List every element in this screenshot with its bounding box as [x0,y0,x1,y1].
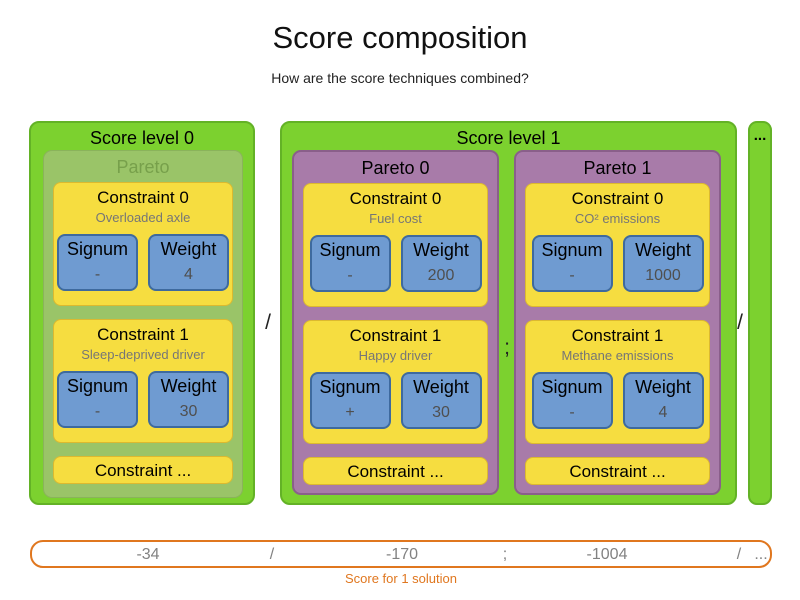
more-levels-box: ... [748,121,772,505]
signum-value: - [94,403,101,420]
score-level-0: Score level 0 Pareto Constraint 0 Overlo… [29,121,255,505]
constraint-title: Constraint 0 [97,188,189,207]
page-title: Score composition [272,20,528,55]
pareto-separator: ; [504,336,510,359]
chip-row: Signum - Weight 4 [54,234,232,291]
weight-value: 1000 [645,267,681,284]
chip-row: Signum - Weight 1000 [526,235,709,292]
constraint-card: Constraint 0 Overloaded axle Signum - We… [53,182,233,306]
weight-value: 4 [658,404,668,421]
weight-label: Weight [160,376,217,396]
signum-value: - [569,267,575,284]
weight-box: Weight 4 [622,372,704,429]
constraint-list: Constraint 0 Fuel cost Signum - Weight 2… [294,183,497,485]
signum-value: - [94,266,101,283]
weight-box: Weight 30 [400,372,482,429]
score-level-1-title: Score level 1 [456,128,561,148]
signum-box: Signum - [309,235,391,292]
pareto-0-title: Pareto 0 [361,158,430,178]
constraint-card: Constraint 1 Happy driver Signum + Weigh… [303,320,488,444]
level-separator: / [265,311,271,334]
weight-box: Weight 200 [400,235,482,292]
level-separator: / [737,311,743,334]
constraint-card: Constraint 0 Fuel cost Signum - Weight 2… [303,183,488,307]
constraint-title: Constraint 1 [349,326,442,345]
score-ellipsis: ... [754,546,768,563]
weight-label: Weight [413,240,469,260]
score-separator: / [736,546,742,563]
chip-row: Signum - Weight 200 [304,235,487,292]
chip-row: Signum - Weight 4 [526,372,709,429]
ellipsis-label: ... [753,127,767,144]
constraint-card: Constraint 0 CO² emissions Signum - Weig… [525,183,710,307]
constraint-name: Fuel cost [369,211,422,226]
chip-row: Signum + Weight 30 [304,372,487,429]
chip-row: Signum - Weight 30 [54,371,232,428]
constraint-title: Constraint 0 [571,189,664,208]
weight-value: 30 [432,404,450,421]
score-bar-caption: Score for 1 solution [344,571,457,586]
score-bar: -34 / -170 ; -1004 / ... [30,540,772,568]
pareto-faded-title: Pareto [116,157,170,177]
constraint-name: Sleep-deprived driver [81,347,205,362]
signum-label: Signum [319,240,381,260]
constraint-more: Constraint ... [53,456,233,484]
weight-value: 200 [427,267,455,284]
signum-label: Signum [66,239,129,259]
constraint-title: Constraint 0 [349,189,442,208]
signum-value: + [345,404,355,421]
weight-label: Weight [635,240,691,260]
constraint-card: Constraint 1 Methane emissions Signum - … [525,320,710,444]
signum-box: Signum + [309,372,391,429]
score-value-level0: -34 [136,546,160,563]
signum-label: Signum [319,377,381,397]
score-separator: ; [502,546,508,563]
constraint-title: Constraint 1 [97,325,189,344]
constraint-name: Methane emissions [561,348,674,363]
score-separator: / [269,546,275,563]
weight-box: Weight 4 [148,234,229,291]
signum-box: Signum - [531,372,613,429]
constraint-more: Constraint ... [303,457,488,485]
signum-value: - [569,404,575,421]
score-value-pareto0: -170 [385,546,419,563]
constraint-name: Happy driver [358,348,433,363]
page-subtitle: How are the score techniques combined? [271,70,529,86]
signum-label: Signum [66,376,129,396]
weight-label: Weight [413,377,469,397]
constraint-card: Constraint 1 Sleep-deprived driver Signu… [53,319,233,443]
weight-value: 4 [184,266,193,283]
constraint-more: Constraint ... [525,457,710,485]
pareto-1-title: Pareto 1 [583,158,652,178]
weight-box: Weight 1000 [622,235,704,292]
score-level-0-title: Score level 0 [89,128,195,148]
constraint-list: Constraint 0 CO² emissions Signum - Weig… [516,183,719,485]
score-level-1: Score level 1 Pareto 0 Constraint 0 Fuel… [280,121,737,505]
constraint-name: Overloaded axle [95,210,191,225]
signum-box: Signum - [57,371,138,428]
pareto-faded-group: Pareto Constraint 0 Overloaded axle Sign… [43,150,243,498]
weight-value: 30 [179,403,198,420]
score-value-pareto1: -1004 [586,546,628,563]
signum-value: - [347,267,353,284]
pareto-row: Pareto 0 Constraint 0 Fuel cost Signum -… [282,150,735,495]
pareto-1-group: Pareto 1 Constraint 0 CO² emissions Sign… [514,150,721,495]
signum-box: Signum - [531,235,613,292]
constraint-name: CO² emissions [574,211,661,226]
weight-box: Weight 30 [148,371,229,428]
signum-label: Signum [541,240,603,260]
weight-label: Weight [635,377,691,397]
weight-label: Weight [160,239,217,259]
signum-box: Signum - [57,234,138,291]
pareto-0-group: Pareto 0 Constraint 0 Fuel cost Signum -… [292,150,499,495]
constraint-list: Constraint 0 Overloaded axle Signum - We… [44,182,242,484]
signum-label: Signum [541,377,603,397]
constraint-title: Constraint 1 [571,326,664,345]
